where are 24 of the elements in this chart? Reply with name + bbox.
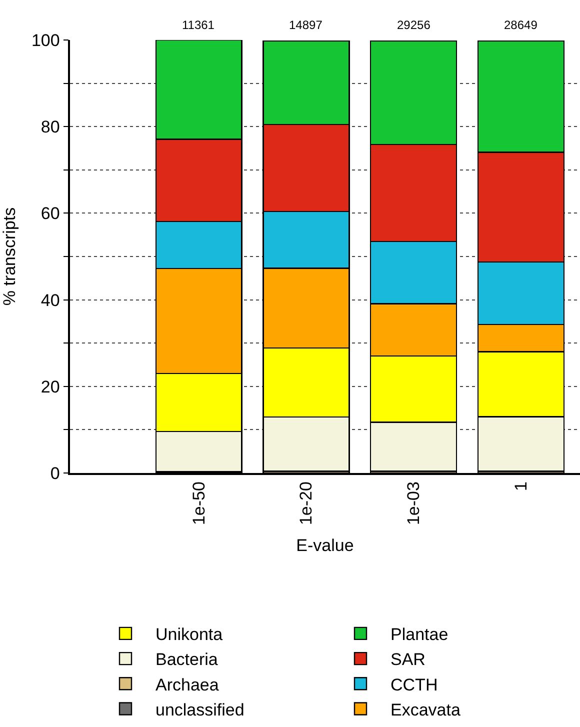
y-tick-label: 20 [40, 377, 60, 396]
annotation: 11361 [182, 18, 215, 32]
annotation: 29256 [397, 18, 431, 32]
x-tick-label: 1e-20 [296, 482, 316, 526]
legend-label: Archaea [156, 675, 220, 694]
annotation: 14897 [289, 18, 323, 32]
y-tick-label: 80 [40, 118, 60, 137]
legend-label: SAR [390, 650, 426, 670]
annotation: 28649 [504, 18, 538, 32]
x-axis-title: E-value [296, 536, 354, 555]
legend-label: Plantae [390, 625, 448, 644]
legend-label: unclassified [156, 700, 244, 720]
x-tick-label: 1 [511, 482, 530, 492]
y-tick-label: 0 [50, 464, 60, 483]
legend-label: Unikonta [156, 625, 224, 644]
legend-label: CCTH [390, 675, 438, 694]
y-axis-title: % transcripts [0, 207, 19, 306]
legend-label: Excavata [390, 700, 461, 720]
y-tick-label: 60 [40, 204, 60, 224]
legend-label: Bacteria [156, 650, 218, 670]
x-tick-label: 1e-50 [189, 482, 208, 526]
y-tick-label: 100 [31, 30, 60, 50]
x-tick-label: 1e-03 [404, 482, 424, 526]
y-tick-label: 40 [40, 290, 60, 310]
